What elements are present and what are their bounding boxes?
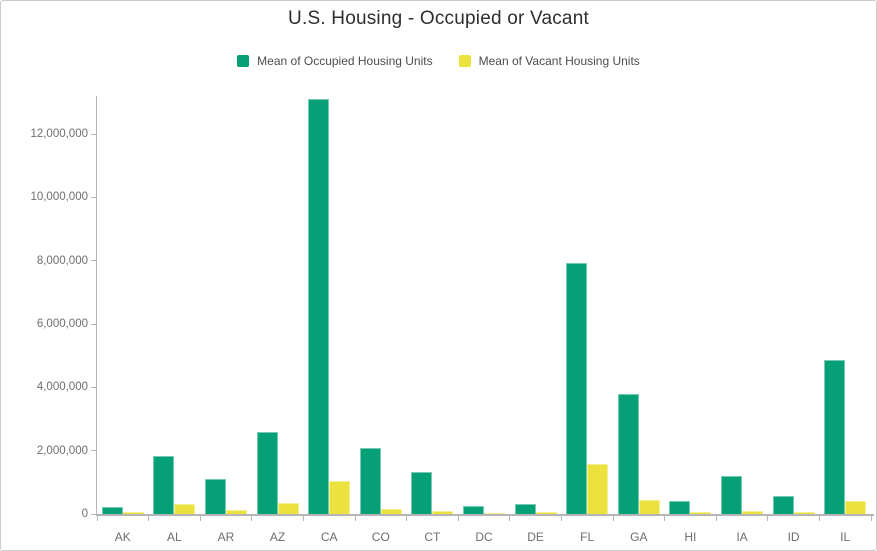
x-axis-tick (509, 516, 511, 521)
x-axis-label-AK: AK (114, 530, 131, 544)
y-axis-tick (91, 196, 97, 198)
bar-occupied-CA[interactable] (308, 99, 330, 514)
bar-vacant-AZ[interactable] (277, 503, 299, 514)
y-axis-tick-label: 2,000,000 (36, 444, 88, 457)
bar-vacant-DE[interactable] (535, 512, 557, 514)
bar-occupied-CO[interactable] (359, 448, 381, 514)
x-axis-line (96, 514, 874, 516)
legend-item-vacant[interactable]: Mean of Vacant Housing Units (458, 54, 640, 68)
x-axis-label-AR: AR (217, 530, 235, 544)
bar-occupied-AL[interactable] (153, 456, 175, 514)
y-axis-tick (91, 323, 97, 325)
legend-label-vacant: Mean of Vacant Housing Units (478, 54, 640, 68)
x-axis-tick (715, 516, 717, 521)
legend-swatch-vacant-icon (458, 55, 471, 67)
x-axis-tick (199, 516, 201, 521)
legend: Mean of Occupied Housing Units Mean of V… (1, 54, 876, 68)
bar-occupied-ID[interactable] (772, 496, 794, 514)
x-axis-tick (818, 516, 820, 521)
legend-swatch-occupied-icon (237, 55, 250, 67)
x-axis-label-IL: IL (840, 530, 851, 544)
bar-vacant-ID[interactable] (793, 512, 815, 514)
x-axis-tick (354, 516, 356, 521)
bar-vacant-CT[interactable] (432, 511, 454, 514)
x-axis-tick (664, 516, 666, 521)
y-axis-tick (91, 513, 97, 515)
x-axis-tick (560, 516, 562, 521)
x-axis-label-CO: CO (371, 530, 390, 544)
y-axis-tick-label: 6,000,000 (36, 318, 88, 330)
x-axis-tick (406, 516, 408, 521)
x-axis-label-DC: DC (475, 530, 493, 544)
bar-vacant-GA[interactable] (638, 500, 660, 514)
y-axis-tick-label: 4,000,000 (36, 381, 88, 394)
x-axis-tick (767, 516, 769, 521)
x-axis-label-HI: HI (684, 530, 697, 544)
bar-vacant-CO[interactable] (380, 509, 402, 514)
bar-vacant-FL[interactable] (587, 464, 609, 514)
x-axis-label-FL: FL (580, 530, 595, 544)
legend-label-occupied: Mean of Occupied Housing Units (257, 54, 433, 68)
bar-vacant-IL[interactable] (845, 501, 867, 514)
y-axis-tick-label: 0 (81, 508, 88, 520)
y-axis-tick (91, 133, 97, 135)
bar-vacant-CA[interactable] (329, 481, 351, 514)
x-axis-tick (870, 516, 872, 521)
bar-occupied-AZ[interactable] (256, 432, 278, 514)
y-axis-tick-label: 8,000,000 (36, 254, 88, 267)
x-axis-label-AZ: AZ (269, 530, 286, 544)
x-axis-tick (457, 516, 459, 521)
bar-occupied-DC[interactable] (463, 506, 484, 514)
x-axis-tick (302, 516, 304, 521)
bar-occupied-DE[interactable] (514, 504, 536, 514)
bar-vacant-DC[interactable] (484, 513, 505, 514)
x-axis-tick (251, 516, 253, 521)
y-axis-tick-label: 10,000,000 (30, 191, 88, 204)
x-axis-label-IA: IA (736, 530, 748, 544)
bar-vacant-AL[interactable] (174, 504, 196, 514)
bar-occupied-CT[interactable] (411, 472, 433, 514)
bar-occupied-GA[interactable] (617, 394, 639, 514)
y-axis-tick (91, 386, 97, 388)
bar-occupied-FL[interactable] (566, 263, 588, 514)
bar-vacant-IA[interactable] (742, 511, 763, 514)
bar-occupied-IA[interactable] (721, 476, 742, 514)
x-axis-label-ID: ID (787, 530, 800, 544)
x-axis-label-CT: CT (424, 530, 441, 544)
bar-occupied-AR[interactable] (205, 479, 226, 514)
x-axis-label-GA: GA (630, 530, 648, 544)
x-axis-tick (612, 516, 614, 521)
bar-occupied-IL[interactable] (824, 360, 846, 514)
bar-occupied-AK[interactable] (101, 507, 123, 514)
x-axis-label-CA: CA (320, 530, 338, 544)
bar-vacant-HI[interactable] (690, 512, 712, 514)
x-axis-label-DE: DE (527, 530, 544, 544)
bar-occupied-HI[interactable] (669, 501, 691, 514)
bar-vacant-AR[interactable] (226, 510, 247, 514)
x-axis-tick (148, 516, 150, 521)
legend-item-occupied[interactable]: Mean of Occupied Housing Units (237, 54, 433, 68)
y-axis-line (96, 96, 97, 514)
x-axis-tick (96, 516, 98, 521)
y-axis-tick (91, 260, 97, 262)
y-axis-tick (91, 450, 97, 452)
bar-vacant-AK[interactable] (122, 512, 144, 514)
x-axis-label-AL: AL (167, 530, 182, 544)
chart-title: U.S. Housing - Occupied or Vacant (288, 8, 589, 29)
y-axis-tick-label: 12,000,000 (30, 128, 88, 140)
